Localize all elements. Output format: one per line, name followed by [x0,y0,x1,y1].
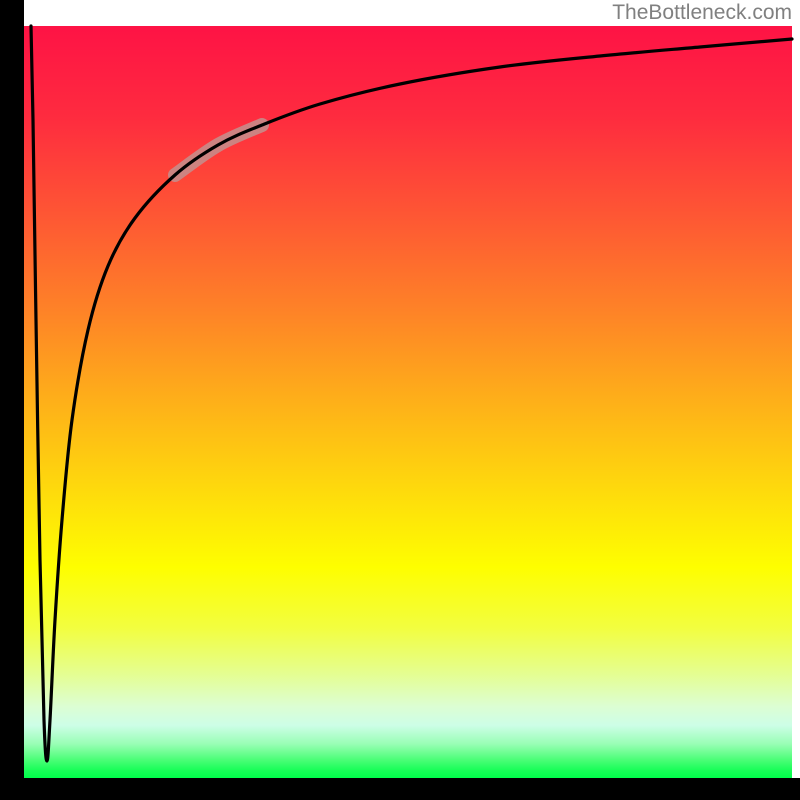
x-axis-border [0,778,800,800]
y-axis-border [0,0,24,800]
watermark-text: TheBottleneck.com [612,1,792,25]
plot-background [24,26,792,778]
chart-svg [0,0,800,800]
chart-frame: TheBottleneck.com [0,0,800,800]
